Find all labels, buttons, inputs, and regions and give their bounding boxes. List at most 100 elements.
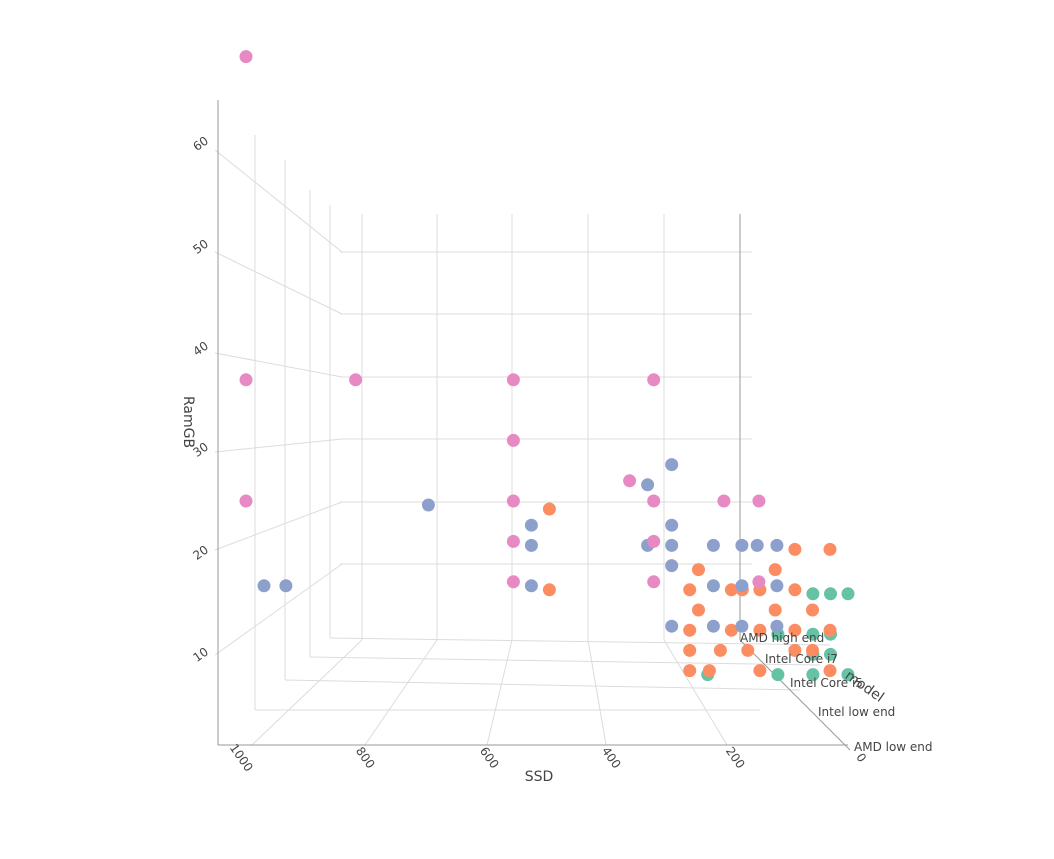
points-layer: [239, 50, 855, 682]
data-point[interactable]: [257, 579, 271, 593]
data-point[interactable]: [641, 478, 655, 492]
data-point[interactable]: [524, 518, 538, 532]
ram-gridline-side: [214, 149, 343, 253]
data-point[interactable]: [771, 668, 785, 682]
data-point[interactable]: [683, 623, 697, 637]
data-point[interactable]: [788, 643, 802, 657]
data-point[interactable]: [768, 603, 782, 617]
data-point[interactable]: [239, 50, 253, 64]
data-point[interactable]: [753, 623, 767, 637]
ram-gridline-side: [214, 501, 343, 551]
data-point[interactable]: [806, 587, 820, 601]
data-point[interactable]: [683, 664, 697, 678]
data-point[interactable]: [706, 619, 720, 633]
data-point[interactable]: [665, 538, 679, 552]
data-point[interactable]: [506, 534, 520, 548]
x-axis-title: SSD: [525, 769, 554, 785]
data-point[interactable]: [542, 583, 556, 597]
data-point[interactable]: [788, 583, 802, 597]
data-point[interactable]: [239, 494, 253, 508]
data-point[interactable]: [706, 579, 720, 593]
data-point[interactable]: [823, 623, 837, 637]
y-tick-label: 40: [190, 339, 211, 359]
ssd-gridline-floor: [663, 639, 728, 746]
data-point[interactable]: [806, 627, 820, 641]
data-point[interactable]: [239, 373, 253, 387]
data-point[interactable]: [768, 563, 782, 577]
data-point[interactable]: [841, 668, 855, 682]
ssd-gridline-floor: [364, 639, 438, 746]
data-point[interactable]: [752, 575, 766, 589]
z-tick-label: AMD high end: [740, 631, 824, 645]
data-point[interactable]: [702, 664, 716, 678]
y-tick-label: 20: [190, 543, 211, 563]
data-point[interactable]: [724, 583, 738, 597]
data-point[interactable]: [683, 643, 697, 657]
data-point[interactable]: [788, 623, 802, 637]
data-point[interactable]: [506, 575, 520, 589]
data-point[interactable]: [724, 623, 738, 637]
data-point[interactable]: [506, 494, 520, 508]
data-point[interactable]: [665, 458, 679, 472]
data-point[interactable]: [524, 538, 538, 552]
data-point[interactable]: [506, 433, 520, 447]
ram-gridline-side: [214, 563, 343, 656]
data-point[interactable]: [692, 603, 705, 617]
depth-gridline-floor: [284, 679, 801, 691]
data-point[interactable]: [506, 373, 520, 387]
grid-layer: [214, 135, 831, 746]
z-tick-label: Intel Core i7: [765, 652, 838, 666]
data-point[interactable]: [683, 583, 697, 597]
y-axis-title: RamGB: [180, 396, 196, 448]
data-point[interactable]: [713, 643, 727, 657]
ram-gridline-side: [214, 352, 343, 378]
data-point[interactable]: [823, 664, 837, 678]
data-point[interactable]: [735, 619, 749, 633]
axis-layer: [217, 100, 851, 751]
data-point[interactable]: [750, 538, 764, 552]
data-point[interactable]: [647, 373, 661, 387]
data-point[interactable]: [279, 579, 293, 593]
x-tick-label: 800: [353, 744, 378, 771]
data-point[interactable]: [824, 647, 837, 661]
z-tick-label: Intel Core i5: [790, 676, 863, 690]
data-point[interactable]: [349, 373, 363, 387]
data-point[interactable]: [806, 603, 819, 617]
data-point[interactable]: [706, 538, 720, 552]
data-point[interactable]: [623, 474, 637, 488]
data-point[interactable]: [665, 559, 679, 573]
x-tick-label: 200: [723, 744, 748, 771]
data-point[interactable]: [542, 502, 556, 516]
depth-gridline-floor: [329, 637, 831, 646]
z-tick-label: AMD low end: [854, 740, 933, 754]
data-point[interactable]: [770, 579, 784, 593]
data-point[interactable]: [647, 534, 661, 548]
data-point[interactable]: [823, 542, 837, 556]
data-point[interactable]: [665, 619, 679, 633]
data-point[interactable]: [770, 619, 784, 633]
data-point[interactable]: [524, 579, 538, 593]
y-tick-label: 60: [190, 134, 211, 154]
z-tick-label: Intel low end: [818, 705, 895, 719]
data-point[interactable]: [647, 575, 661, 589]
data-point[interactable]: [806, 668, 820, 682]
data-point[interactable]: [824, 587, 837, 601]
data-point[interactable]: [741, 643, 755, 657]
data-point[interactable]: [421, 498, 435, 512]
data-point[interactable]: [753, 664, 767, 678]
ssd-gridline-floor: [251, 639, 363, 746]
data-point[interactable]: [665, 518, 679, 532]
data-point[interactable]: [806, 643, 819, 657]
data-point[interactable]: [692, 563, 705, 577]
data-point[interactable]: [647, 494, 661, 508]
data-point[interactable]: [788, 542, 802, 556]
data-point[interactable]: [735, 538, 749, 552]
data-point[interactable]: [717, 494, 731, 508]
data-point[interactable]: [770, 538, 784, 552]
x-tick-label: 400: [599, 744, 624, 771]
data-point[interactable]: [841, 587, 855, 601]
data-point[interactable]: [735, 579, 749, 593]
data-point[interactable]: [752, 494, 766, 508]
